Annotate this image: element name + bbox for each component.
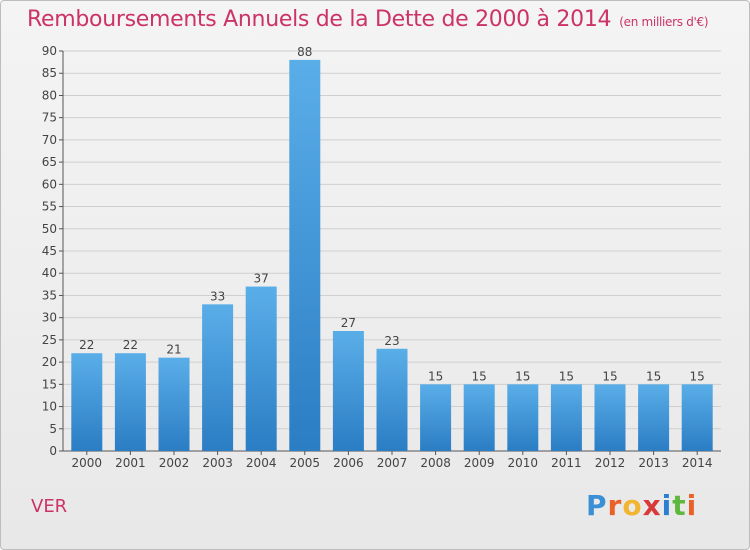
- x-tick-label: 2000: [72, 456, 103, 470]
- bar: [681, 384, 713, 451]
- data-label: 15: [472, 369, 487, 383]
- y-tick-label: 80: [42, 88, 57, 102]
- data-label: 21: [166, 343, 181, 357]
- y-tick-label: 90: [42, 44, 57, 58]
- brand-logo: Proxiti: [586, 489, 697, 522]
- data-label: 15: [559, 369, 574, 383]
- y-tick-label: 0: [49, 444, 57, 458]
- y-tick-label: 75: [42, 111, 57, 125]
- data-label: 88: [297, 45, 312, 59]
- x-tick-label: 2003: [202, 456, 233, 470]
- chart-subtitle: (en milliers d'€): [619, 15, 709, 29]
- x-tick-label: 2012: [595, 456, 626, 470]
- commune-label: VER: [31, 496, 68, 517]
- y-tick-label: 60: [42, 177, 57, 191]
- data-label: 15: [602, 369, 617, 383]
- brand-letter: P: [586, 489, 608, 522]
- x-tick-label: 2007: [377, 456, 408, 470]
- x-tick-label: 2011: [551, 456, 582, 470]
- data-label: 23: [384, 334, 399, 348]
- y-tick-label: 40: [42, 266, 57, 280]
- bar: [638, 384, 670, 451]
- y-tick-label: 70: [42, 133, 57, 147]
- y-tick-label: 15: [42, 377, 57, 391]
- y-tick-label: 10: [42, 400, 57, 414]
- brand-letter: i: [661, 489, 673, 522]
- y-tick-label: 30: [42, 311, 57, 325]
- brand-letter: r: [607, 489, 623, 522]
- x-tick-label: 2010: [508, 456, 539, 470]
- data-label: 15: [690, 369, 705, 383]
- bar: [550, 384, 582, 451]
- brand-letter: o: [622, 489, 643, 522]
- chart-title-text: Remboursements Annuels de la Dette de 20…: [27, 7, 612, 32]
- brand-letter: t: [672, 489, 687, 522]
- y-tick-label: 65: [42, 155, 57, 169]
- x-tick-label: 2013: [638, 456, 669, 470]
- bar: [245, 286, 277, 451]
- bar: [114, 353, 146, 451]
- y-tick-label: 55: [42, 200, 57, 214]
- data-label: 15: [515, 369, 530, 383]
- data-label: 15: [646, 369, 661, 383]
- x-tick-label: 2001: [115, 456, 146, 470]
- brand-letter: x: [642, 489, 662, 522]
- y-tick-label: 20: [42, 355, 57, 369]
- data-label: 15: [428, 369, 443, 383]
- bar: [507, 384, 539, 451]
- y-tick-label: 85: [42, 66, 57, 80]
- bar: [158, 357, 190, 451]
- brand-letter: i: [686, 489, 698, 522]
- bar: [202, 304, 234, 451]
- x-tick-label: 2008: [420, 456, 451, 470]
- data-label: 37: [254, 272, 269, 286]
- bar: [376, 348, 408, 451]
- data-label: 22: [123, 338, 138, 352]
- x-tick-label: 2014: [682, 456, 713, 470]
- bar: [71, 353, 103, 451]
- y-tick-label: 25: [42, 333, 57, 347]
- y-tick-label: 45: [42, 244, 57, 258]
- x-tick-label: 2004: [246, 456, 277, 470]
- bar: [594, 384, 626, 451]
- x-tick-label: 2005: [290, 456, 321, 470]
- x-tick-label: 2006: [333, 456, 364, 470]
- chart-title: Remboursements Annuels de la Dette de 20…: [27, 7, 709, 32]
- data-label: 27: [341, 316, 356, 330]
- bar: [463, 384, 495, 451]
- bar: [289, 59, 321, 452]
- x-tick-label: 2002: [159, 456, 190, 470]
- y-tick-label: 35: [42, 288, 57, 302]
- bar: [332, 331, 364, 451]
- y-tick-label: 50: [42, 222, 57, 236]
- bar: [420, 384, 452, 451]
- x-tick-label: 2009: [464, 456, 495, 470]
- data-label: 33: [210, 289, 225, 303]
- y-tick-label: 5: [49, 422, 57, 436]
- data-label: 22: [79, 338, 94, 352]
